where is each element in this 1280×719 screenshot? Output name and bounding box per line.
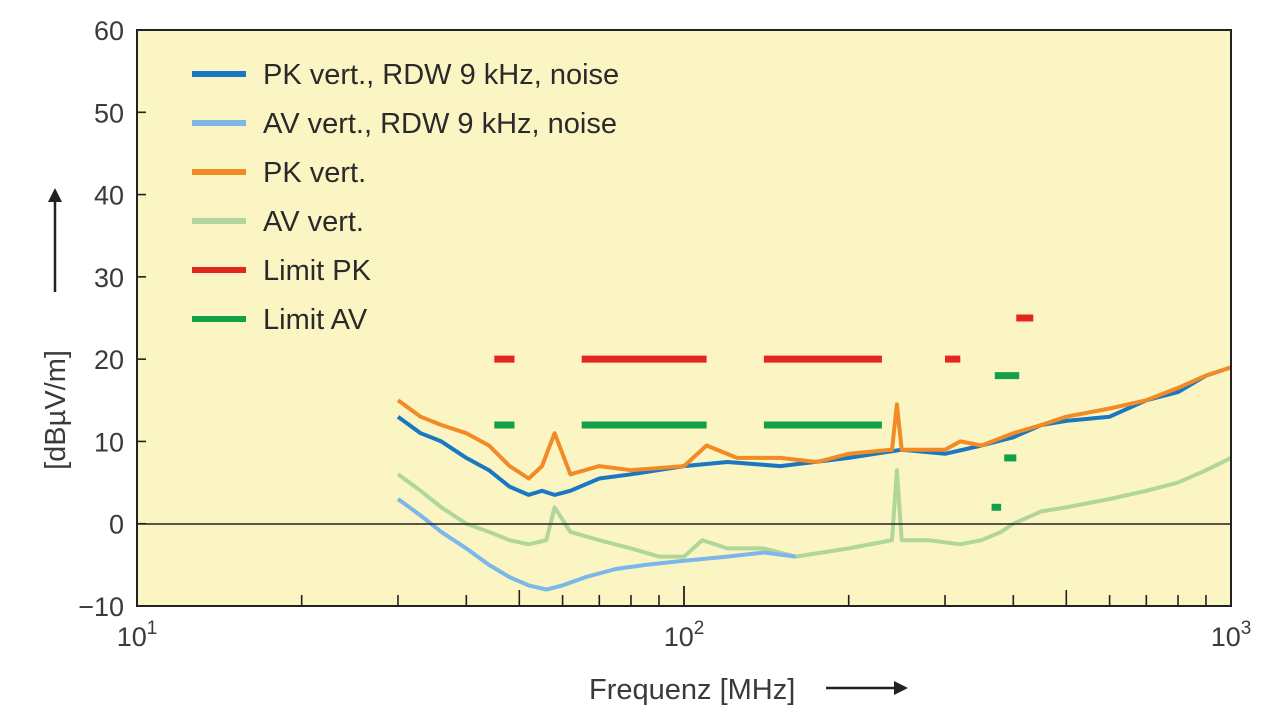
legend-label-2: PK vert. (263, 157, 366, 189)
x-tick-label: 103 (1211, 618, 1252, 652)
series-line-1 (396, 497, 796, 592)
y-tick-label: 40 (94, 181, 124, 211)
x-tick-labels: 101 102 103 (117, 618, 1252, 652)
series-line-2 (396, 365, 1232, 481)
y-tick-label: 20 (94, 345, 124, 375)
y-tick-label: 30 (94, 263, 124, 293)
legend-label-1: AV vert., RDW 9 kHz, noise (263, 108, 617, 140)
series-line-3 (396, 456, 1232, 559)
legend-label-3: AV vert. (263, 206, 364, 238)
legend: PK vert., RDW 9 kHz, noise AV vert., RDW … (192, 59, 619, 336)
legend-label-5: Limit AV (263, 304, 368, 336)
y-axis-arrow-head (48, 188, 62, 202)
legend-label-4: Limit PK (263, 255, 372, 287)
y-axis-title-group: [dBµV/m] (40, 188, 72, 470)
plot-frame (136, 29, 1232, 607)
x-axis-arrow-head (894, 681, 908, 695)
x-tick-label: 101 (117, 618, 158, 652)
y-tick-labels: −10 0 10 20 30 40 50 60 (78, 16, 146, 622)
series-line-0 (396, 365, 1232, 497)
y-tick-label: −10 (78, 592, 124, 622)
y-tick-label: 10 (94, 427, 124, 457)
legend-label-0: PK vert., RDW 9 kHz, noise (263, 59, 619, 91)
x-tick-label: 102 (664, 618, 705, 652)
series-layer (396, 314, 1232, 592)
y-tick-label: 50 (94, 98, 124, 128)
y-tick-label: 60 (94, 16, 124, 46)
y-axis-title: [dBµV/m] (40, 350, 72, 470)
x-axis-title: Frequenz [MHz] (589, 674, 795, 706)
y-tick-label: 0 (109, 510, 124, 540)
